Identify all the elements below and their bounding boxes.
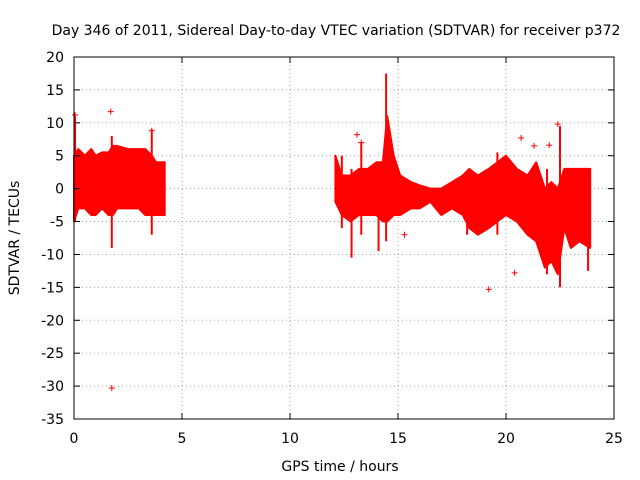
x-tick-label: 5: [178, 431, 187, 447]
y-tick-label: 20: [46, 50, 64, 66]
x-tick-label: 0: [70, 431, 79, 447]
y-tick-label: -10: [41, 247, 64, 263]
grid: [74, 57, 614, 419]
axis-ticks: 0 5 10 15 20 25 20 15 10 5 0 -5 -10 -15 -20 -25 -30 -35: [41, 50, 623, 447]
y-tick-label: -25: [41, 346, 64, 362]
data-point: [546, 142, 553, 149]
chart-title: Day 346 of 2011, Sidereal Day-to-day VTE…: [52, 23, 621, 39]
x-tick-label: 15: [389, 431, 407, 447]
data-point: [518, 134, 525, 141]
y-axis-label: SDTVAR / TECUs: [7, 181, 23, 296]
data-point: [511, 269, 518, 276]
y-tick-label: 10: [46, 116, 64, 132]
y-tick-label: -15: [41, 280, 64, 296]
x-tick-label: 10: [281, 431, 299, 447]
data-point: [401, 231, 408, 238]
data-point: [108, 385, 115, 392]
data-band: [334, 115, 592, 276]
y-tick-label: 5: [55, 149, 64, 165]
data-point: [72, 111, 79, 118]
data-band: [73, 144, 166, 223]
plot-frame: [73, 56, 615, 420]
data-point: [485, 286, 492, 293]
data-point: [554, 121, 561, 128]
x-tick-label: 20: [497, 431, 515, 447]
y-tick-label: -20: [41, 313, 64, 329]
data-point: [148, 127, 155, 134]
y-tick-label: -5: [50, 215, 64, 231]
x-axis-label: GPS time / hours: [281, 459, 398, 475]
data-point: [107, 108, 114, 115]
x-tick-label: 25: [605, 431, 623, 447]
data-point: [531, 142, 538, 149]
data-series: [72, 73, 592, 392]
y-tick-label: -35: [41, 412, 64, 428]
y-tick-label: -30: [41, 379, 64, 395]
data-point: [358, 139, 365, 146]
data-point: [353, 131, 360, 138]
y-tick-label: 0: [55, 182, 64, 198]
y-tick-label: 15: [46, 83, 64, 99]
